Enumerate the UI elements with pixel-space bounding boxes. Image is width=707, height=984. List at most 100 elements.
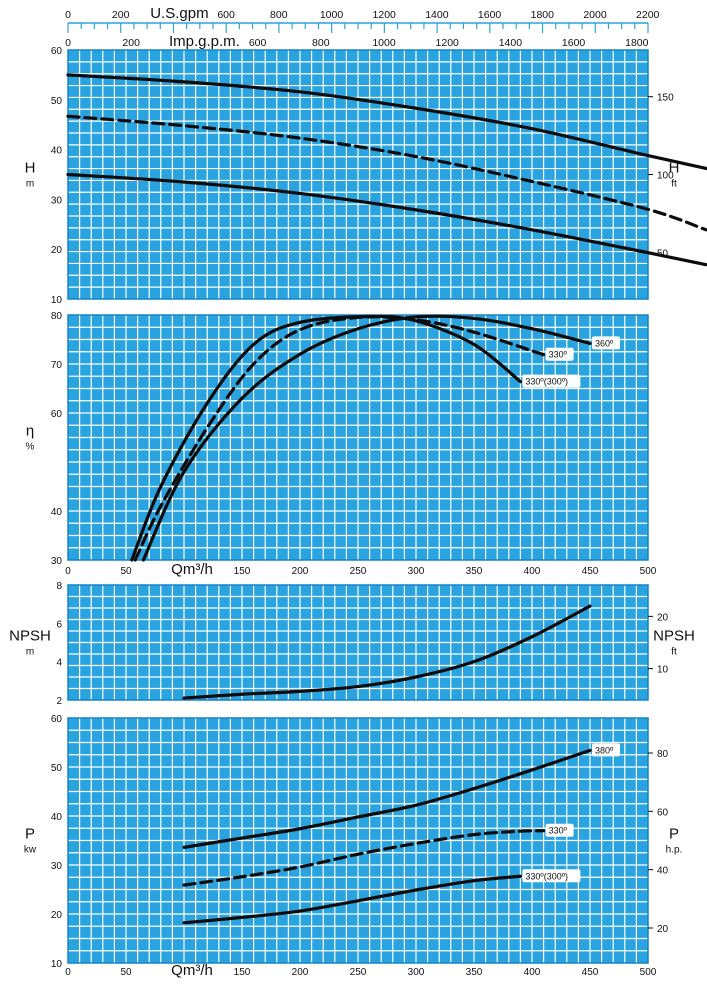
efficiency-series-line bbox=[141, 314, 592, 562]
top-axis-gpm-label: 200 bbox=[112, 9, 130, 21]
top-axis-imp-label: 1400 bbox=[499, 37, 523, 49]
npsh-y2-axis-title: NPSH bbox=[653, 628, 695, 645]
x-tick-label-upper: 200 bbox=[292, 566, 309, 577]
x-tick-label-upper: Qm³/h bbox=[171, 561, 213, 578]
top-axis-gpm-label: 2000 bbox=[583, 9, 607, 21]
head-series-line bbox=[66, 73, 707, 171]
top-axis-gpm-label: 1600 bbox=[478, 9, 502, 21]
curve-label-box bbox=[592, 336, 620, 350]
top-axis-gpm-label: 1000 bbox=[320, 9, 344, 21]
efficiency-plot-frame bbox=[67, 314, 649, 561]
top-axis-imp-label: 600 bbox=[249, 37, 267, 49]
top-axis-gpm-label: 2200 bbox=[636, 9, 660, 21]
top-axis-imp-label: 800 bbox=[312, 37, 330, 49]
x-tick-label-lower: 450 bbox=[582, 967, 599, 978]
npsh-series-line bbox=[182, 604, 592, 700]
power-y-tick-label: 40 bbox=[51, 812, 63, 823]
npsh-y-tick-label: 2 bbox=[56, 696, 62, 707]
top-axis-imp-label: 1800 bbox=[625, 37, 649, 49]
curve-label-box bbox=[522, 374, 581, 388]
head-y2-axis-title: H bbox=[669, 160, 680, 177]
curve-label-box bbox=[545, 347, 574, 361]
curve-label-box bbox=[522, 869, 581, 883]
x-tick-label-upper: 0 bbox=[65, 566, 71, 577]
top-axis-gpm-label: 600 bbox=[217, 9, 235, 21]
efficiency-y-axis-unit: % bbox=[26, 442, 35, 453]
panel-efficiency: 80 70 60 40 30 360º 330º 330º(300º) η% bbox=[26, 311, 649, 567]
npsh-y-tick-label: 8 bbox=[56, 581, 62, 592]
head-y-tick-label: 40 bbox=[51, 146, 63, 157]
head-y-axis-unit: m bbox=[26, 179, 34, 190]
top-axis-gpm-label: 800 bbox=[270, 9, 288, 21]
head-y2-tick-label: 100 bbox=[657, 171, 674, 182]
top-axis-imp-label: Imp.g.p.m. bbox=[169, 33, 240, 50]
x-tick-label-lower: Qm³/h bbox=[171, 962, 213, 979]
efficiency-y-tick-label: 40 bbox=[51, 507, 63, 518]
top-axis-gpm-label: 1800 bbox=[531, 9, 555, 21]
x-tick-label-lower: 400 bbox=[524, 967, 541, 978]
power-y-axis-title: P bbox=[25, 826, 35, 843]
x-tick-label-lower: 0 bbox=[65, 967, 71, 978]
power-series-line bbox=[182, 748, 592, 849]
x-tick-label-lower: 150 bbox=[234, 967, 251, 978]
power-series-line bbox=[182, 829, 546, 887]
power-curve-label: 380º bbox=[595, 745, 614, 755]
x-tick-label-upper: 350 bbox=[466, 566, 483, 577]
panel-head: 60504030201015010050360º x32330º330º(300… bbox=[25, 46, 707, 306]
x-tick-label-upper: 300 bbox=[408, 566, 425, 577]
efficiency-y-tick-label: 30 bbox=[51, 556, 63, 567]
npsh-plot-frame bbox=[67, 584, 649, 701]
x-tick-label-lower: 50 bbox=[120, 967, 132, 978]
efficiency-curve-label: 330º(300º) bbox=[525, 377, 568, 387]
head-y-tick-label: 30 bbox=[51, 195, 63, 206]
curve-label-box bbox=[545, 823, 574, 837]
npsh-y2-tick-label: 10 bbox=[657, 665, 669, 676]
power-y-tick-label: 60 bbox=[51, 714, 63, 725]
top-axis-imp-label: 200 bbox=[122, 37, 140, 49]
power-curve-label: 330º(300º) bbox=[525, 871, 568, 881]
head-y2-tick-label: 150 bbox=[657, 93, 674, 104]
power-y-tick-label: 10 bbox=[51, 959, 63, 970]
top-axis-gpm-label: U.S.gpm bbox=[150, 5, 208, 22]
npsh-y2-tick-label: 20 bbox=[657, 612, 669, 623]
head-y-tick-label: 10 bbox=[51, 295, 63, 306]
efficiency-series-line bbox=[130, 314, 522, 562]
power-y-tick-label: 20 bbox=[51, 910, 63, 921]
power-series-line bbox=[182, 874, 522, 925]
power-y2-tick-label: 20 bbox=[657, 924, 669, 935]
power-y-tick-label: 50 bbox=[51, 763, 63, 774]
top-axis-imp-label: 0 bbox=[65, 37, 71, 49]
x-tick-label-lower: 250 bbox=[350, 967, 367, 978]
efficiency-curve-label: 330º bbox=[549, 350, 568, 360]
x-tick-label-upper: 500 bbox=[640, 566, 657, 577]
x-tick-label-upper: 150 bbox=[234, 566, 251, 577]
power-y2-axis-unit: h.p. bbox=[666, 845, 683, 856]
x-tick-label-lower: 300 bbox=[408, 967, 425, 978]
x-tick-label-upper: 50 bbox=[120, 566, 132, 577]
panel-npsh: 8 6 4 2 20 10 NPSH m NPSH ft bbox=[9, 581, 695, 707]
npsh-y-tick-label: 6 bbox=[56, 619, 62, 630]
x-tick-label-upper: 400 bbox=[524, 566, 541, 577]
efficiency-y-tick-label: 70 bbox=[51, 360, 63, 371]
npsh-y-axis-unit: m bbox=[26, 647, 34, 658]
efficiency-y-axis-title: η bbox=[26, 423, 34, 440]
head-y2-axis-unit: ft bbox=[671, 179, 677, 190]
head-y-tick-label: 50 bbox=[51, 96, 63, 107]
x-tick-label-lower: 500 bbox=[640, 967, 657, 978]
npsh-y-axis-title: NPSH bbox=[9, 628, 51, 645]
efficiency-y-tick-label: 60 bbox=[51, 409, 63, 420]
power-y2-tick-label: 80 bbox=[657, 749, 669, 760]
top-axis-gpm-label: 1400 bbox=[425, 9, 449, 21]
npsh-y-tick-label: 4 bbox=[56, 658, 62, 669]
head-y-tick-label: 60 bbox=[51, 46, 63, 57]
power-plot-frame bbox=[67, 717, 649, 964]
top-axis-gpm-label: 1200 bbox=[373, 9, 397, 21]
head-series-line bbox=[66, 172, 707, 267]
x-tick-label-lower: 350 bbox=[466, 967, 483, 978]
top-axis-imp-label: 1200 bbox=[436, 37, 460, 49]
efficiency-y-tick-label: 80 bbox=[51, 311, 63, 322]
power-y2-axis-title: P bbox=[669, 826, 679, 843]
power-y-tick-label: 30 bbox=[51, 861, 63, 872]
power-y2-tick-label: 40 bbox=[657, 866, 669, 877]
